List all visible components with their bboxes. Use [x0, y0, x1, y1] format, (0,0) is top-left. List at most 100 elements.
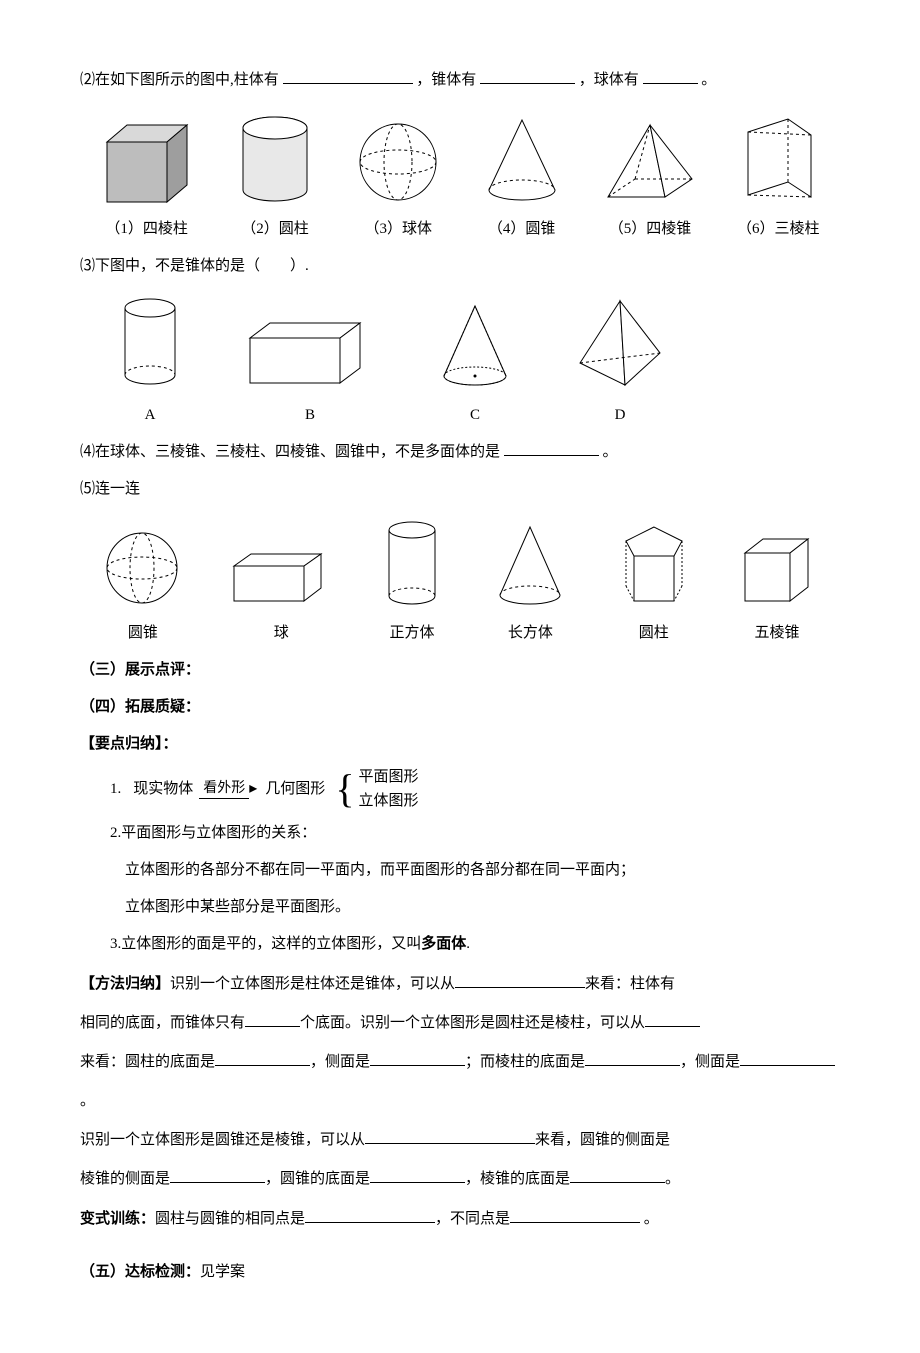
- blank: [283, 68, 413, 84]
- question-4: ⑷在球体、三棱锥、三棱柱、四棱锥、圆锥中，不是多面体的是 。: [80, 436, 840, 469]
- blank: [455, 972, 585, 988]
- caption: （3）球体: [365, 213, 433, 246]
- q4-text-b: 。: [603, 444, 618, 460]
- ff-l3b: ，侧面是: [310, 1054, 370, 1070]
- arrow-icon: ▸: [249, 778, 257, 800]
- cylinder-icon: [377, 516, 447, 611]
- ff-l2a: 相同的底面，而锥体只有: [80, 1015, 245, 1031]
- cone-icon: [430, 298, 520, 393]
- shape-sphere: （3）球体: [353, 117, 443, 246]
- shape-cube: 五棱锥: [735, 531, 820, 650]
- q4-text-a: ⑷在球体、三棱锥、三棱柱、四棱锥、圆锥中，不是多面体的是: [80, 444, 500, 460]
- cuboid-icon: [226, 546, 336, 611]
- question-5: ⑸连一连: [80, 473, 840, 506]
- cuboid-icon: [97, 117, 197, 207]
- blank: [740, 1050, 835, 1066]
- caption: 五棱锥: [755, 617, 800, 650]
- cone-icon: [488, 521, 573, 611]
- ff-l4b: 来看，圆锥的侧面是: [535, 1132, 670, 1148]
- blank: [170, 1167, 265, 1183]
- shape-cuboid: （1）四棱柱: [97, 117, 197, 246]
- fangfa-block: 【方法归纳】识别一个立体图形是柱体还是锥体，可以从来看：柱体有 相同的底面，而锥…: [80, 965, 840, 1199]
- sec5-heading: （五）达标检测：: [80, 1264, 200, 1280]
- pt3b: 多面体: [421, 936, 466, 952]
- shape-cylinder: A: [110, 293, 190, 432]
- flow-num: 1.: [110, 779, 121, 800]
- ff-l3c: ；而棱柱的底面是: [465, 1054, 585, 1070]
- caption: 球: [274, 617, 289, 650]
- ff-l4a: 识别一个立体图形是圆锥还是棱锥，可以从: [80, 1132, 365, 1148]
- letter: A: [145, 399, 156, 432]
- ff-l3e: 。: [80, 1093, 95, 1109]
- shape-cuboid: 球: [226, 546, 336, 650]
- flow-arrow-label: 看外形: [199, 779, 249, 800]
- ffgn-heading: 【方法归纳】: [80, 976, 170, 992]
- point-3: 3.立体图形的面是平的，这样的立体图形，又叫多面体.: [80, 928, 840, 961]
- shape-cylinder: 正方体: [377, 516, 447, 650]
- q2-text-a: ⑵在如下图所示的图中,柱体有: [80, 72, 279, 88]
- ff-l2b: 个底面。识别一个立体图形是圆柱还是棱柱，可以从: [300, 1015, 645, 1031]
- caption: 圆锥: [128, 617, 158, 650]
- bs-b: ，不同点是: [435, 1211, 510, 1227]
- sec3-text: 展示点评：: [125, 662, 200, 678]
- pentaprism-icon: [614, 521, 694, 611]
- point-2b: 立体图形中某些部分是平面图形。: [80, 891, 840, 924]
- bs-a: 圆柱与圆锥的相同点是: [155, 1211, 305, 1227]
- flow-diagram: 1. 现实物体 看外形 ▸ 几何图形 { 平面图形 立体图形: [110, 765, 840, 813]
- flow-b: 几何图形: [265, 779, 325, 800]
- shape-row-1: （1）四棱柱 （2）圆柱 （3）球体 （4）圆锥 （5）四: [80, 107, 840, 246]
- ff-l3d: ，侧面是: [680, 1054, 740, 1070]
- triprism-icon: [733, 107, 823, 207]
- ff-l3a: 来看：圆柱的底面是: [80, 1054, 215, 1070]
- blank: [245, 1011, 300, 1027]
- flow-c2: 立体图形: [359, 789, 419, 813]
- blank: [504, 440, 599, 456]
- caption: （6）三棱柱: [737, 213, 820, 246]
- cuboid-icon: [240, 313, 380, 393]
- section-4: （四）拓展质疑：: [80, 691, 840, 724]
- blank: [215, 1050, 310, 1066]
- yaodian-heading: 【要点归纳】：: [80, 728, 840, 761]
- ff-l5d: 。: [665, 1171, 680, 1187]
- bs-c: 。: [640, 1211, 659, 1227]
- blank: [570, 1167, 665, 1183]
- sphere-icon: [100, 526, 185, 611]
- sec5-text: 见学案: [200, 1264, 245, 1280]
- shape-row-2: A B C D: [110, 293, 840, 432]
- bsxl-heading: 变式训练：: [80, 1211, 155, 1227]
- point-2: 2.平面图形与立体图形的关系：: [80, 817, 840, 850]
- caption: （2）圆柱: [241, 213, 309, 246]
- shape-triprism: （6）三棱柱: [733, 107, 823, 246]
- ff-l5c: ，棱锥的底面是: [465, 1171, 570, 1187]
- caption: 正方体: [390, 617, 435, 650]
- cube-icon: [735, 531, 820, 611]
- ff-l1b: 来看：柱体有: [585, 976, 675, 992]
- blank: [305, 1207, 435, 1223]
- shape-tetra: D: [570, 293, 670, 432]
- blank: [510, 1207, 640, 1223]
- letter: D: [615, 399, 626, 432]
- caption: 圆柱: [639, 617, 669, 650]
- q2-text-d: 。: [701, 72, 716, 88]
- blank: [585, 1050, 680, 1066]
- blank: [370, 1167, 465, 1183]
- section-3: （三）展示点评：: [80, 654, 840, 687]
- shape-cylinder: （2）圆柱: [230, 112, 320, 246]
- brace-items: 平面图形 立体图形: [359, 765, 419, 813]
- q2-text-b: ，锥体有: [416, 72, 476, 88]
- question-3: ⑶下图中，不是锥体的是（ ）.: [80, 250, 840, 283]
- letter: C: [470, 399, 480, 432]
- caption: （5）四棱锥: [609, 213, 692, 246]
- cylinder-icon: [110, 293, 190, 393]
- flow-c1: 平面图形: [359, 765, 419, 789]
- letter: B: [305, 399, 315, 432]
- point-2a: 立体图形的各部分不都在同一平面内，而平面图形的各部分都在同一平面内；: [80, 854, 840, 887]
- cone-icon: [477, 112, 567, 207]
- cylinder-icon: [230, 112, 320, 207]
- caption: 长方体: [508, 617, 553, 650]
- pyramid-icon: [600, 117, 700, 207]
- caption: （4）圆锥: [488, 213, 556, 246]
- pt3c: .: [466, 936, 470, 952]
- shape-sphere: 圆锥: [100, 526, 185, 650]
- sphere-icon: [353, 117, 443, 207]
